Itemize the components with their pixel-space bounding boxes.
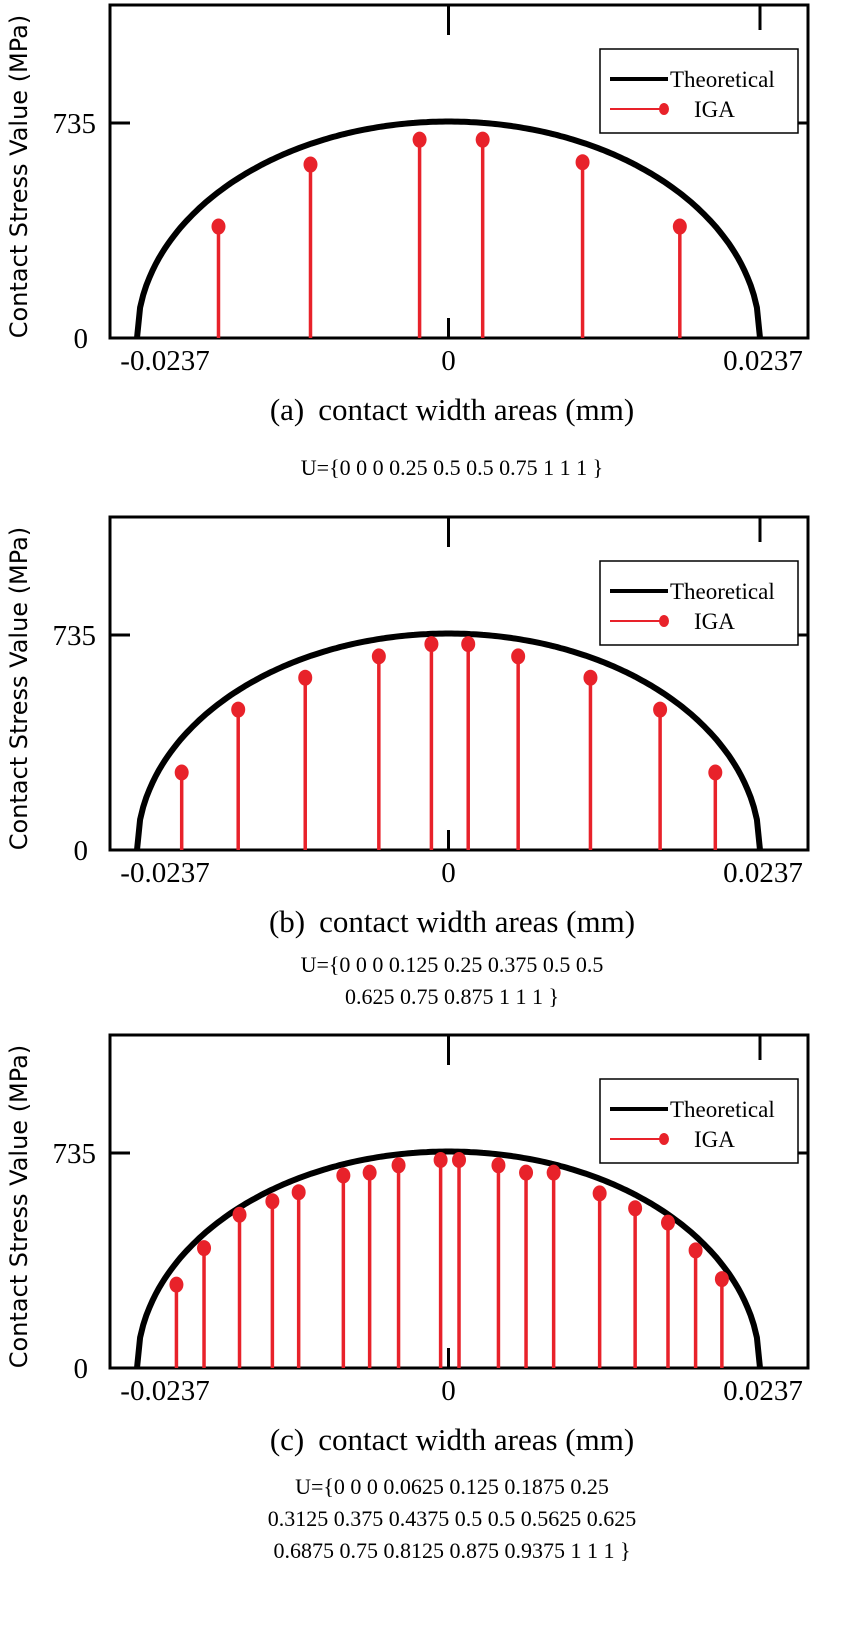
knot-vector-line: U={0 0 0 0.25 0.5 0.5 0.75 1 1 1 } (301, 455, 603, 480)
knot-vector-line: 0.3125 0.375 0.4375 0.5 0.5 0.5625 0.625 (268, 1506, 637, 1531)
iga-point (575, 154, 590, 171)
legend-label: IGA (694, 97, 735, 122)
iga-point (546, 1164, 561, 1181)
plot-frame (108, 515, 810, 852)
legend-iga-marker (659, 615, 669, 627)
chart-panel-a: 735 0 -0.0237 0 0.0237 Contact Stress Value (… (5, 3, 810, 480)
knot-vector-line: U={0 0 0 0.0625 0.125 0.1875 0.25 (295, 1474, 609, 1499)
x-axis-label: contact width areas (mm) (318, 1422, 634, 1457)
legend-box (599, 560, 799, 646)
y-axis-label: Contact Stress Value (MPa) (5, 15, 33, 338)
legend-iga-marker (659, 1133, 669, 1145)
legend-label: IGA (694, 609, 735, 634)
iga-point (412, 131, 427, 148)
iga-point (583, 669, 598, 686)
knot-vector-line: 0.625 0.75 0.875 1 1 1 } (345, 984, 559, 1009)
y-tick-label: 0 (74, 1353, 89, 1385)
x-tick-label: -0.0237 (120, 1375, 209, 1407)
x-tick-label: 0.0237 (723, 857, 803, 889)
x-tick-label: -0.0237 (120, 857, 209, 889)
iga-point (592, 1185, 607, 1202)
x-tick-label: 0.0237 (723, 1375, 803, 1407)
panel-label: (c) (270, 1422, 304, 1457)
panel-caption: (a) contact width areas (mm) (270, 392, 634, 427)
x-tick-label: 0 (441, 857, 456, 889)
iga-point (433, 1152, 448, 1169)
y-tick-label: 0 (74, 835, 89, 867)
x-axis-label: contact width areas (mm) (319, 904, 635, 939)
iga-point (169, 1276, 184, 1293)
knot-vector-line: U={0 0 0 0.125 0.25 0.375 0.5 0.5 (301, 952, 604, 977)
legend: Theoretical IGA (599, 1078, 799, 1164)
plot-frame (108, 3, 810, 340)
iga-point (653, 701, 668, 718)
x-tick-label: 0 (441, 345, 456, 377)
knot-vector-line: 0.6875 0.75 0.8125 0.875 0.9375 1 1 1 } (273, 1538, 630, 1563)
legend-label: Theoretical (670, 67, 775, 92)
legend-label: Theoretical (670, 1097, 775, 1122)
chart-panel-c: 735 0 -0.0237 0 0.0237 Contact Stress Value (… (5, 1033, 810, 1563)
iga-point (291, 1184, 306, 1201)
legend-box (599, 1078, 799, 1164)
iga-point (461, 636, 476, 653)
iga-point (424, 636, 439, 653)
iga-point (298, 669, 313, 686)
y-tick-label: 735 (53, 620, 97, 652)
y-axis-label: Contact Stress Value (MPa) (5, 1045, 33, 1368)
legend: Theoretical IGA (599, 560, 799, 646)
iga-point (475, 131, 490, 148)
iga-point (371, 648, 386, 665)
iga-point (519, 1164, 534, 1181)
x-tick-label: -0.0237 (120, 345, 209, 377)
iga-point (714, 1271, 729, 1288)
iga-point (708, 764, 723, 781)
iga-point (231, 701, 246, 718)
theoretical-curve (134, 630, 763, 851)
iga-point (672, 218, 687, 235)
iga-point (511, 648, 526, 665)
iga-point (628, 1200, 643, 1217)
iga-point (197, 1240, 212, 1257)
y-axis-label: Contact Stress Value (MPa) (5, 527, 33, 850)
panel-label: (a) (270, 392, 304, 427)
iga-point (174, 764, 189, 781)
iga-point (688, 1242, 703, 1259)
iga-point (265, 1193, 280, 1210)
legend: Theoretical IGA (599, 48, 799, 134)
x-axis-label: contact width areas (mm) (318, 392, 634, 427)
legend-label: IGA (694, 1127, 735, 1152)
y-tick-label: 0 (74, 323, 89, 355)
legend-box (599, 48, 799, 134)
iga-point (362, 1164, 377, 1181)
iga-point (211, 218, 226, 235)
theoretical-curve (134, 1148, 763, 1369)
legend-label: Theoretical (670, 579, 775, 604)
chart-panel-b: 735 0 -0.0237 0 0.0237 Contact Stress Value (… (5, 515, 810, 1009)
iga-point (491, 1157, 506, 1174)
legend-iga-marker (659, 103, 669, 115)
theoretical-curve (134, 118, 763, 339)
x-tick-label: 0.0237 (723, 345, 803, 377)
panel-caption: (b) contact width areas (mm) (269, 904, 635, 939)
iga-point (452, 1152, 467, 1169)
panel-caption: (c) contact width areas (mm) (270, 1422, 634, 1457)
iga-point (391, 1157, 406, 1174)
iga-point (303, 156, 318, 173)
iga-point (336, 1167, 351, 1184)
y-tick-label: 735 (53, 108, 97, 140)
iga-point (660, 1214, 675, 1231)
y-tick-label: 735 (53, 1138, 97, 1170)
iga-point (232, 1206, 247, 1223)
panel-label: (b) (269, 904, 305, 939)
x-tick-label: 0 (441, 1375, 456, 1407)
